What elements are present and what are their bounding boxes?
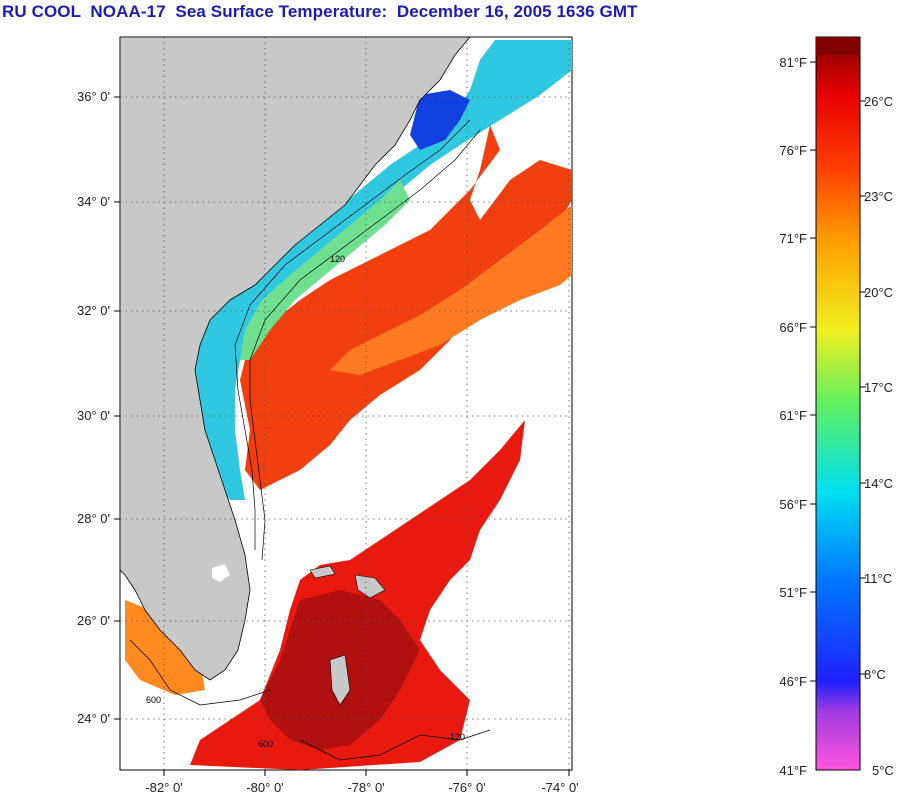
- land-lake: [212, 564, 230, 582]
- colorbar-c-label: 20°C: [864, 285, 893, 300]
- lat-label: 34° 0': [77, 194, 110, 209]
- gulf-stream-warm: [240, 125, 572, 490]
- colorbar-c-label: 8°C: [864, 667, 886, 682]
- colorbar-top-cap: [816, 37, 860, 55]
- bahamas-island: [329, 654, 351, 706]
- bathymetry-contour: [129, 639, 271, 706]
- graticule: [120, 37, 572, 770]
- colorbar: [815, 36, 861, 771]
- map-layers: [120, 37, 572, 770]
- lon-label: -74° 0': [541, 780, 578, 795]
- contour-label: 120: [330, 254, 345, 264]
- offshore-orange-band: [330, 205, 572, 375]
- florida-bay-orange: [125, 600, 205, 695]
- land-mass: [120, 37, 471, 681]
- colorbar-f-label: 66°F: [779, 320, 807, 335]
- colorbar-c-label: 26°C: [864, 94, 893, 109]
- bahamas-island: [354, 574, 386, 599]
- colorbar-f-label: 41°F: [779, 763, 807, 778]
- contour-label: 120: [450, 732, 465, 742]
- nearshore-green-water: [240, 180, 410, 360]
- colorbar-f-label: 76°F: [779, 143, 807, 158]
- colorbar-f-label: 81°F: [779, 55, 807, 70]
- lon-label: -80° 0': [246, 780, 283, 795]
- colorbar-c-label: 23°C: [864, 189, 893, 204]
- lon-label: -82° 0': [145, 780, 182, 795]
- contour-label: 600: [146, 695, 161, 705]
- lat-label: 30° 0': [77, 408, 110, 423]
- colorbar-f-label: 51°F: [779, 585, 807, 600]
- colorbar-f-label: 71°F: [779, 231, 807, 246]
- lat-label: 26° 0': [77, 613, 110, 628]
- pamlico-sound-cold: [410, 90, 470, 150]
- frame-ticks: [114, 96, 570, 776]
- colorbar-f-label: 56°F: [779, 497, 807, 512]
- lat-label: 36° 0': [77, 89, 110, 104]
- lat-label: 32° 0': [77, 303, 110, 318]
- lon-label: -76° 0': [448, 780, 485, 795]
- contour-label: 600: [258, 739, 273, 749]
- map-title: RU COOL NOAA-17 Sea Surface Temperature:…: [2, 2, 638, 21]
- lat-label: 24° 0': [77, 711, 110, 726]
- colorbar-f-label: 46°F: [779, 674, 807, 689]
- lon-label: -78° 0': [347, 780, 384, 795]
- colorbar-ticks: [810, 61, 866, 682]
- colorbar-c-label: 5°C: [872, 763, 894, 778]
- bathymetry-contour: [249, 129, 481, 561]
- bahamas-island: [309, 565, 336, 579]
- colorbar-c-label: 17°C: [864, 380, 893, 395]
- lat-label: 28° 0': [77, 511, 110, 526]
- bathymetry-contour: [299, 729, 491, 761]
- bathymetry-contour: [234, 119, 471, 550]
- colorbar-f-label: 61°F: [779, 408, 807, 423]
- colorbar-c-label: 14°C: [864, 476, 893, 491]
- colorbar-c-label: 11°C: [864, 571, 892, 586]
